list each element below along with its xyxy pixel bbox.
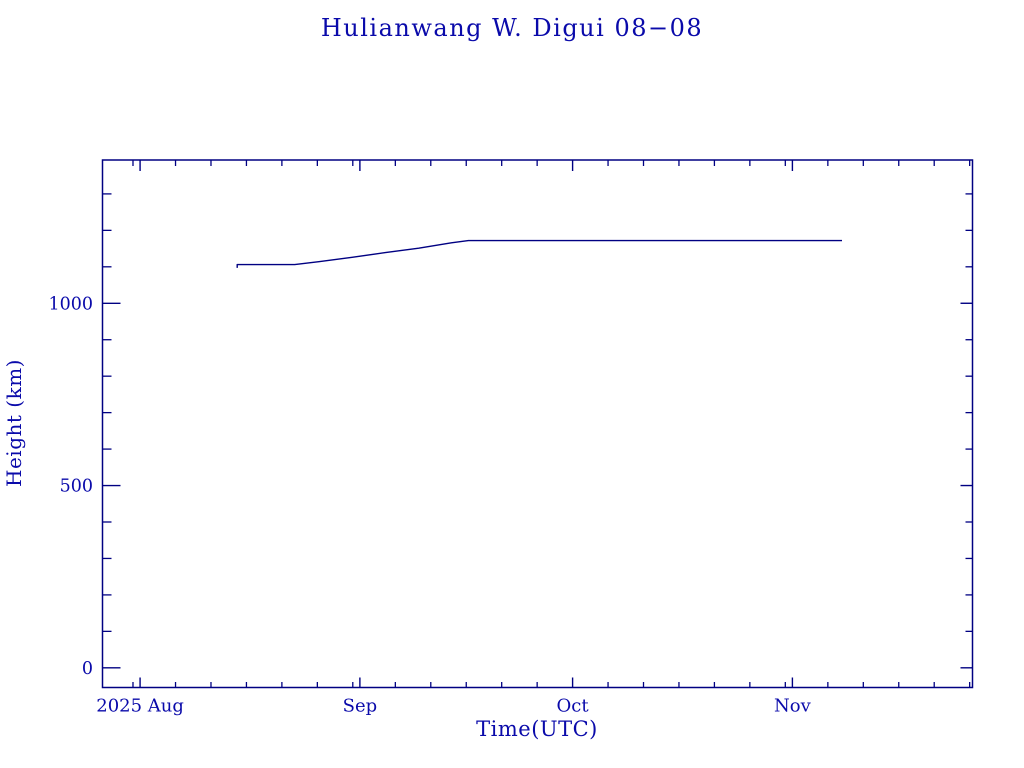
- x-tick-label: Nov: [774, 696, 812, 717]
- x-tick-label: 2025 Aug: [96, 696, 184, 717]
- x-tick-label: Oct: [557, 696, 590, 717]
- chart-title: Hulianwang W. Digui 08−08: [320, 14, 704, 42]
- plot-border: [101, 159, 974, 689]
- y-tick-label: 1000: [48, 294, 93, 314]
- x-tick-label: Sep: [343, 696, 378, 717]
- height-series-line: [236, 239, 842, 268]
- y-tick-label: 0: [82, 659, 93, 679]
- y-tick-label: 500: [60, 477, 93, 497]
- x-axis-label: Time(UTC): [476, 717, 598, 741]
